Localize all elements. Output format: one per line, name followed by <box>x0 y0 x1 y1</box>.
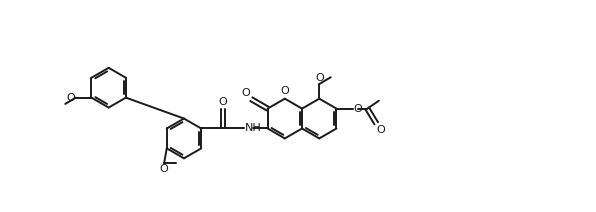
Text: O: O <box>219 97 228 107</box>
Text: NH: NH <box>244 124 262 134</box>
Text: O: O <box>241 88 250 98</box>
Text: O: O <box>354 104 362 114</box>
Text: O: O <box>67 93 75 103</box>
Text: O: O <box>315 73 324 83</box>
Text: O: O <box>281 86 289 96</box>
Text: O: O <box>377 125 386 135</box>
Text: O: O <box>160 164 169 174</box>
